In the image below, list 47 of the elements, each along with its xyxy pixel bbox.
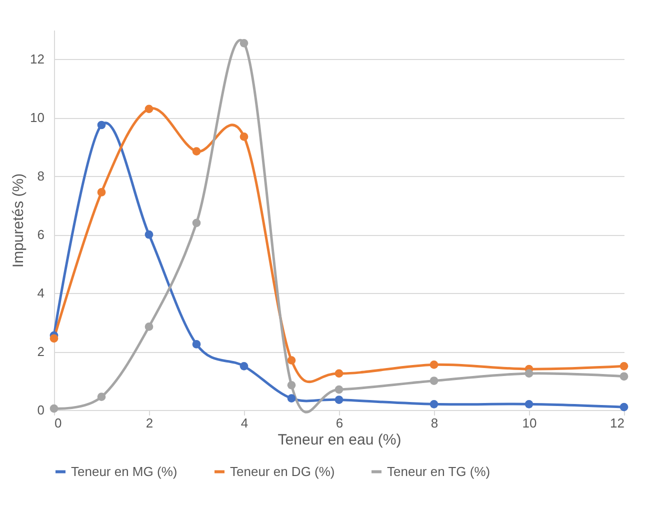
x-axis-title: Teneur en eau (%) (278, 432, 402, 448)
point (430, 376, 438, 385)
point (240, 38, 248, 48)
point (97, 120, 106, 130)
point (620, 362, 628, 370)
x-tick-label: 0 (54, 416, 62, 430)
point (287, 356, 296, 364)
y-tick-label: 12 (30, 52, 44, 67)
point (334, 396, 344, 404)
y-tick-label: 0 (37, 402, 44, 418)
y-tick-label: 2 (37, 344, 44, 360)
x-tick-label: 12 (610, 416, 624, 430)
x-tick-label: 10 (522, 416, 537, 430)
point (144, 104, 154, 114)
point (334, 369, 344, 378)
point (192, 340, 201, 348)
x-tick-label: 6 (336, 416, 344, 430)
point (334, 385, 344, 394)
point (50, 404, 58, 413)
y-tick-label: 4 (37, 286, 44, 301)
point (240, 362, 248, 370)
point (430, 360, 438, 369)
point (97, 188, 106, 196)
point (287, 394, 296, 402)
y-tick-label: 6 (37, 227, 44, 242)
point (192, 218, 201, 228)
x-tick-label: 4 (240, 416, 248, 430)
legend-label: Teneur en TG (%) (387, 464, 490, 479)
point (144, 322, 154, 331)
point (524, 369, 534, 378)
x-tick-label: 2 (146, 416, 154, 430)
point (50, 334, 58, 343)
point (620, 372, 628, 381)
x-tick-label: 8 (430, 416, 438, 430)
point (287, 380, 296, 390)
legend-label: Teneur en MG (%) (71, 464, 178, 479)
point (144, 230, 154, 239)
y-axis-title: Impuretés (%) (10, 173, 28, 268)
point (240, 132, 248, 141)
point (97, 392, 106, 402)
point (430, 400, 438, 408)
point (192, 147, 201, 156)
point (524, 400, 534, 408)
legend-label: Teneur en DG (%) (230, 464, 335, 479)
y-tick-label: 10 (30, 110, 44, 126)
y-tick-label: 8 (37, 168, 44, 184)
point (620, 402, 628, 412)
